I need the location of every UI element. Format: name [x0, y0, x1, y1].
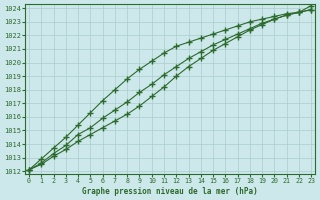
- X-axis label: Graphe pression niveau de la mer (hPa): Graphe pression niveau de la mer (hPa): [82, 187, 258, 196]
